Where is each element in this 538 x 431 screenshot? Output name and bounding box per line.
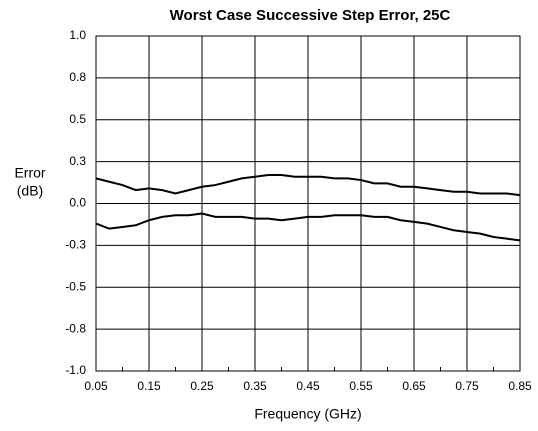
- x-tick-label: 0.35: [243, 379, 267, 393]
- x-tick-label: 0.55: [349, 379, 373, 393]
- y-tick-label: -0.5: [65, 279, 86, 293]
- x-tick-label: 0.75: [455, 379, 479, 393]
- x-tick-label: 0.05: [84, 379, 108, 393]
- y-axis-label: Error: [14, 165, 45, 181]
- y-tick-label: 0.0: [69, 196, 86, 210]
- y-tick-label: -0.8: [65, 321, 86, 335]
- x-tick-label: 0.25: [190, 379, 214, 393]
- y-tick-label: 0.8: [69, 70, 86, 84]
- y-tick-label: 1.0: [69, 28, 86, 42]
- y-axis-label: (dB): [17, 183, 43, 199]
- y-tick-label: -0.3: [65, 238, 86, 252]
- series-line: [95, 174, 521, 197]
- x-tick-label: 0.15: [137, 379, 161, 393]
- series-line: [95, 212, 521, 242]
- x-tick-label: 0.65: [402, 379, 426, 393]
- x-tick-label: 0.85: [508, 379, 532, 393]
- y-tick-label: 0.5: [69, 112, 86, 126]
- x-axis-label: Frequency (GHz): [254, 406, 361, 422]
- x-tick-label: 0.45: [296, 379, 320, 393]
- y-tick-label: 0.3: [69, 154, 86, 168]
- chart-title: Worst Case Successive Step Error, 25C: [170, 7, 451, 24]
- y-tick-label: -1.0: [65, 363, 86, 377]
- plot-frame: [95, 35, 521, 372]
